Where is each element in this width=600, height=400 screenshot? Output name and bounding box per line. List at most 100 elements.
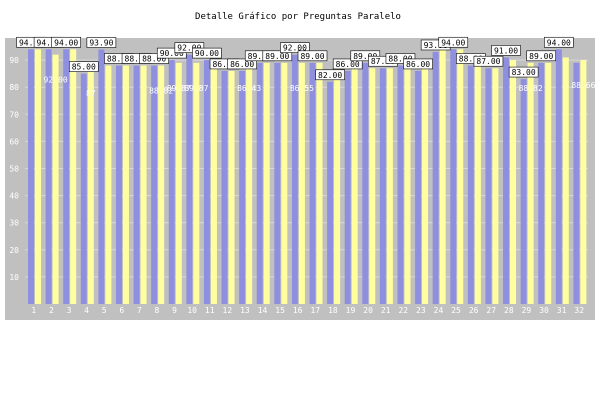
- value-label-secondary: 88.66: [571, 81, 595, 90]
- x-tick-label: 17: [310, 306, 320, 315]
- value-label: 92.00: [283, 44, 307, 53]
- value-label: 94.00: [547, 38, 571, 47]
- value-label-box: [526, 50, 557, 62]
- value-label: 89.00: [265, 52, 289, 61]
- bar-series-b: [369, 68, 376, 304]
- bar-series-a: [186, 54, 193, 305]
- bar-series-b: [140, 65, 147, 305]
- bar-series-a: [203, 60, 210, 304]
- x-tick-label: 15: [275, 306, 285, 315]
- x-tick-label: 24: [434, 306, 444, 315]
- bar-series-b: [545, 62, 552, 305]
- value-label: 90.00: [160, 49, 184, 58]
- bar-series-a: [133, 65, 140, 305]
- bar-series-a: [555, 49, 562, 305]
- bar-series-a: [151, 65, 158, 305]
- y-tick-label: 70: [9, 110, 19, 119]
- value-label-box: [473, 55, 504, 67]
- x-tick-label: 22: [398, 306, 408, 315]
- bar-series-b: [210, 62, 217, 305]
- value-label-box: [508, 66, 539, 78]
- value-label: 94.00: [54, 38, 78, 47]
- x-tick-label: 11: [205, 306, 215, 315]
- value-label: 94.00: [37, 38, 61, 47]
- value-label: 88.00: [459, 55, 483, 64]
- x-tick-label: 10: [187, 306, 197, 315]
- bar-series-b: [404, 68, 411, 304]
- x-tick-label: 1: [31, 306, 36, 315]
- value-label: 89.00: [529, 52, 553, 61]
- x-tick-label: 8: [155, 306, 160, 315]
- bar-series-a: [98, 49, 105, 304]
- bar-series-a: [221, 70, 228, 304]
- y-tick-label: 10: [9, 273, 19, 282]
- bar-series-b: [87, 68, 94, 304]
- value-label-box: [491, 45, 521, 56]
- x-tick-label: 31: [557, 306, 567, 315]
- bar-series-b: [281, 62, 288, 305]
- bar-series-b: [175, 62, 182, 305]
- value-label: 86.00: [230, 60, 254, 69]
- value-label-box: [280, 42, 310, 53]
- bar-series-b: [193, 62, 200, 305]
- x-tick-label: 13: [240, 306, 250, 315]
- bar-series-a: [256, 62, 263, 305]
- value-label: 86.00: [212, 60, 236, 69]
- bar-series-a: [327, 81, 334, 304]
- x-tick-label: 9: [172, 306, 177, 315]
- value-label: 86.00: [336, 60, 360, 69]
- value-label-box: [315, 69, 345, 81]
- value-label: 88.00: [388, 55, 412, 64]
- bar-series-a: [362, 62, 369, 305]
- y-axis-ticks: 10 20 30 40 50 60 70 80 90: [9, 56, 19, 282]
- y-tick-label: 30: [9, 219, 19, 228]
- bar-series-a: [115, 65, 122, 305]
- value-label: 88.00: [125, 55, 149, 64]
- value-labels: 94.0094.0092.0094.0085.008793.9088.0088.…: [16, 36, 596, 98]
- bar-series-b: [35, 49, 41, 305]
- bar-series-b: [122, 65, 129, 305]
- bar-series-b: [52, 54, 59, 305]
- bar-series-a: [168, 60, 175, 304]
- value-label-secondary: 87: [86, 89, 96, 98]
- value-label: 91.00: [494, 46, 518, 55]
- value-label-box: [51, 36, 81, 48]
- bar-series-b: [457, 49, 464, 305]
- value-label: 86.00: [406, 60, 430, 69]
- value-label: 85.00: [72, 63, 96, 72]
- value-label: 93.90: [89, 39, 113, 48]
- value-label-secondary: 89.87: [184, 84, 208, 93]
- bar-series-b: [246, 62, 253, 305]
- value-label-secondary: 89.87: [167, 84, 191, 93]
- bar-series-b: [298, 62, 305, 305]
- x-tick-label: 25: [451, 306, 461, 315]
- bar-series-b: [562, 57, 569, 304]
- y-tick-label: 90: [9, 56, 19, 65]
- bar-series-a: [538, 62, 545, 305]
- x-axis-ticks: 1 2 3 4 5 6 7 8 9 10 11 12 13 14 15 16 17 18 19 20 21 22 23 24 2…: [31, 306, 584, 315]
- value-label-box: [332, 58, 363, 70]
- value-label-box: [192, 47, 222, 59]
- bar-series-b: [527, 62, 534, 305]
- y-tick-label: 20: [9, 246, 19, 255]
- value-label-secondary: 88.82: [519, 84, 543, 93]
- y-tick-label: 50: [9, 165, 19, 174]
- value-label: 90.00: [195, 49, 219, 58]
- value-label-box: [350, 50, 381, 62]
- bar-series-a: [379, 68, 386, 304]
- y-tick-label: 80: [9, 83, 19, 92]
- x-tick-label: 30: [539, 306, 549, 315]
- bar-series-b: [105, 65, 112, 305]
- value-label-box: [174, 42, 205, 53]
- value-label: 82.00: [318, 71, 342, 80]
- value-label-secondary: 88.82: [149, 87, 173, 96]
- y-tick-label: 40: [9, 192, 19, 201]
- value-label: 89.00: [300, 52, 324, 61]
- bar-series-b: [263, 62, 270, 305]
- bar-series-a: [415, 70, 422, 304]
- bar-series-a: [28, 49, 34, 305]
- value-label-box: [227, 58, 257, 70]
- bar-series-a: [291, 54, 298, 305]
- bar-series-b: [316, 62, 323, 305]
- bar-series-b: [158, 65, 165, 305]
